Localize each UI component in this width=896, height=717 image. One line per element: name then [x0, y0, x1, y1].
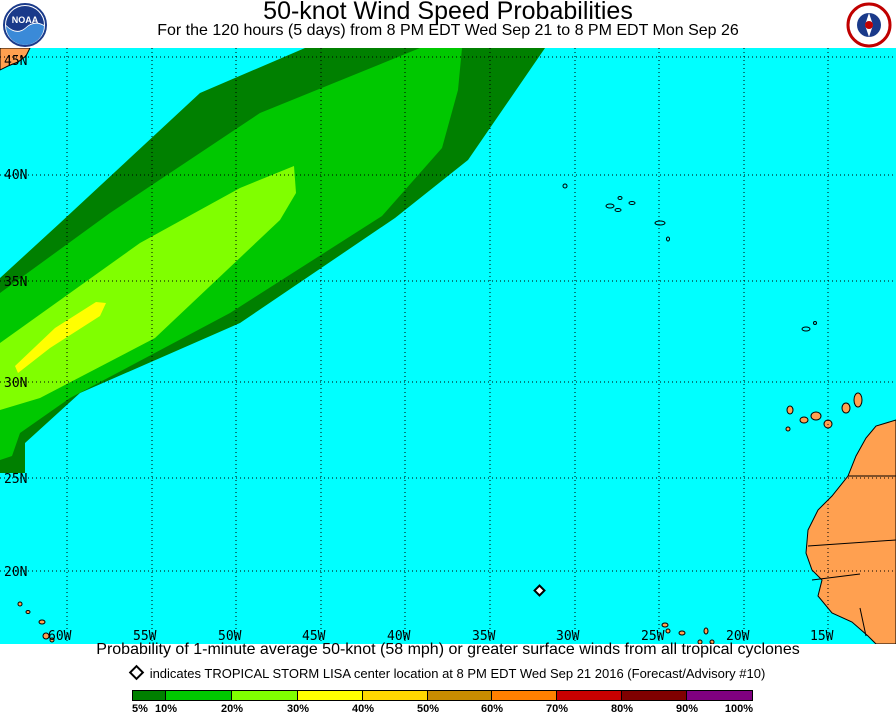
legend-swatch — [557, 690, 622, 701]
legend-swatch — [622, 690, 687, 701]
legend-swatch — [492, 690, 557, 701]
lon-label: 25W — [641, 629, 665, 644]
map-caption: Probability of 1-minute average 50-knot … — [96, 641, 800, 658]
lat-label: 25N — [4, 472, 27, 487]
legend-label: 100% — [724, 703, 754, 715]
marker-note-text: indicates TROPICAL STORM LISA center loc… — [149, 666, 766, 681]
lat-label: 45N — [4, 54, 27, 69]
legend-swatch — [363, 690, 428, 701]
legend-label: 40% — [351, 703, 375, 715]
map-canvas: 45N 40N 35N 30N 25N 20N 60W 55W 50W 45W … — [0, 48, 896, 644]
lat-label: 40N — [4, 168, 27, 183]
land-border-lines — [807, 475, 896, 637]
page-title: 50-knot Wind Speed Probabilities — [263, 0, 633, 25]
islands-canary — [785, 392, 863, 432]
swath-20pct — [0, 166, 296, 410]
longitude-labels: 60W 55W 50W 45W 40W 35W 30W 25W 20W 15W — [48, 629, 834, 644]
legend-swatch — [132, 690, 166, 701]
diamond-icon — [128, 664, 144, 681]
legend-label: 70% — [545, 703, 569, 715]
storm-center-marker — [533, 584, 546, 597]
islands-antilles — [17, 601, 55, 643]
footer: Probability of 1-minute average 50-knot … — [0, 641, 896, 717]
lat-label: 30N — [4, 376, 27, 391]
legend-label: 10% — [154, 703, 178, 715]
legend-swatch — [687, 690, 753, 701]
noaa-logo: NOAA — [2, 2, 48, 48]
lon-label: 60W — [48, 629, 72, 644]
legend-label: 50% — [416, 703, 440, 715]
land-newfoundland — [0, 48, 31, 71]
islands-madeira — [801, 321, 817, 332]
lon-label: 45W — [302, 629, 326, 644]
legend-swatch — [428, 690, 492, 701]
latitude-labels: 45N 40N 35N 30N 25N 20N — [4, 54, 27, 580]
lat-label: 35N — [4, 275, 27, 290]
header: NOAA 50-knot Wind Speed Probabilities Fo… — [0, 0, 896, 48]
svg-text:NOAA: NOAA — [12, 15, 39, 25]
legend-swatch — [166, 690, 232, 701]
legend-label: 60% — [480, 703, 504, 715]
swath-30pct — [15, 302, 106, 373]
lon-label: 50W — [218, 629, 242, 644]
nws-logo — [846, 2, 892, 48]
legend-colorbar — [132, 690, 753, 701]
lon-label: 40W — [387, 629, 411, 644]
legend-label: 90% — [675, 703, 699, 715]
lon-label: 35W — [472, 629, 496, 644]
legend-label: 20% — [220, 703, 244, 715]
legend-swatch — [232, 690, 298, 701]
legend-swatch — [298, 690, 363, 701]
islands-azores — [562, 183, 670, 242]
legend-label: 30% — [286, 703, 310, 715]
probability-map: 45N 40N 35N 30N 25N 20N 60W 55W 50W 45W … — [0, 48, 896, 644]
marker-note: indicates TROPICAL STORM LISA center loc… — [0, 664, 896, 681]
lon-label: 20W — [726, 629, 750, 644]
graticule — [0, 48, 896, 644]
lon-label: 55W — [133, 629, 157, 644]
legend-label: 5% — [132, 703, 148, 715]
lon-label: 30W — [556, 629, 580, 644]
legend-labels: 5% 10% 20% 30% 40% 50% 60% 70% 80% 90% 100% — [0, 703, 896, 717]
lon-label: 15W — [810, 629, 834, 644]
lat-label: 20N — [4, 565, 27, 580]
legend-label: 80% — [610, 703, 634, 715]
page-subtitle: For the 120 hours (5 days) from 8 PM EDT… — [157, 22, 739, 39]
islands-cape-verde — [661, 622, 715, 644]
